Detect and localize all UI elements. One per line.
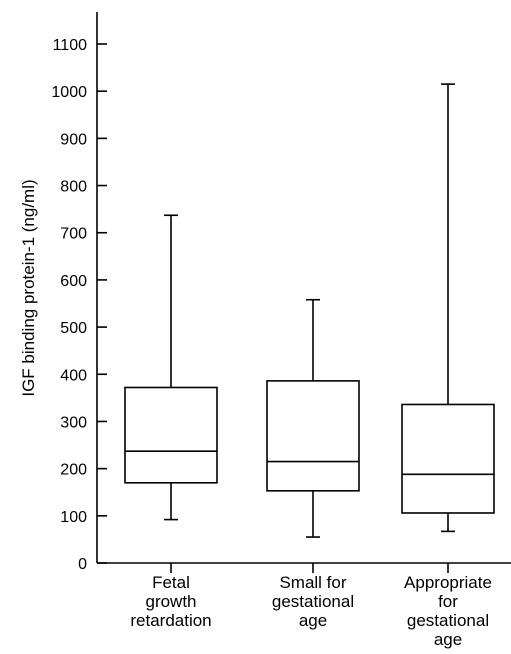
y-axis-label: IGF binding protein-1 (ng/ml): [19, 179, 38, 396]
x-category-label-line: for: [438, 592, 458, 611]
x-category-label-line: gestational: [272, 592, 354, 611]
x-category-label-line: age: [434, 630, 462, 649]
x-category-label-line: growth: [145, 592, 196, 611]
x-category-label-line: Appropriate: [404, 573, 492, 592]
y-tick-label: 1000: [51, 84, 87, 101]
y-ticks: 0 100 200 300 400 500 600 700 800 900 1000 1100: [51, 37, 107, 573]
x-category-label-line: Fetal: [152, 573, 190, 592]
y-tick-label: 700: [60, 226, 87, 243]
y-tick-label: 200: [60, 462, 87, 479]
y-tick-label: 300: [60, 414, 87, 431]
axes: [96, 12, 511, 573]
x-category-label-line: age: [299, 611, 327, 630]
y-axis-label-group: IGF binding protein-1 (ng/ml): [19, 179, 38, 396]
y-tick-label: 500: [60, 320, 87, 337]
y-tick-label: 400: [60, 367, 87, 384]
x-category-label: Appropriate for gestational age: [404, 573, 492, 649]
iqr-box: [124, 386, 218, 484]
iqr-box: [401, 403, 495, 514]
y-tick-label: 600: [60, 273, 87, 290]
x-category-label: Fetal growth retardation: [130, 573, 211, 630]
box-group: [124, 214, 218, 521]
y-tick-label: 100: [60, 509, 87, 526]
x-category-label-line: Small for: [279, 573, 346, 592]
box-group: [266, 298, 360, 538]
x-category-label-line: retardation: [130, 611, 211, 630]
y-tick-label: 0: [78, 556, 87, 573]
boxes: [124, 83, 495, 538]
y-tick-label: 800: [60, 179, 87, 196]
y-tick-label: 1100: [53, 37, 88, 54]
iqr-box: [266, 380, 360, 492]
y-tick-label: 900: [60, 131, 87, 148]
box-group: [401, 83, 495, 533]
x-category-label-line: gestational: [407, 611, 489, 630]
x-category-label: Small for gestational age: [272, 573, 354, 630]
